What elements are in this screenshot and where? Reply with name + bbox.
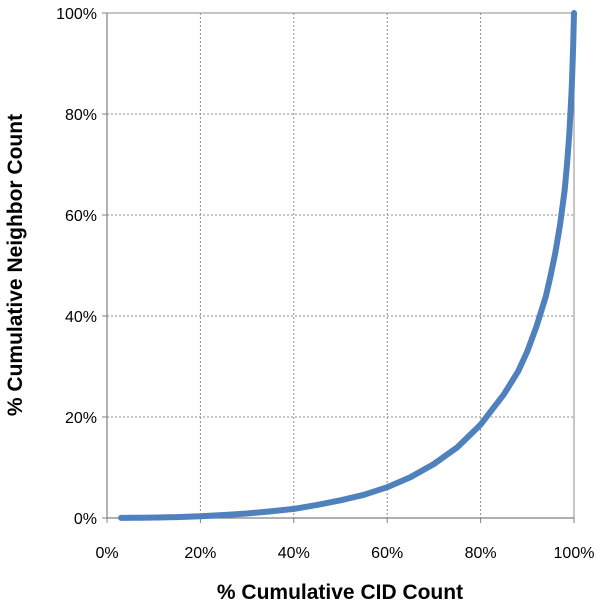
x-tick-label: 0% — [95, 545, 118, 562]
data-point — [552, 249, 559, 257]
plot-area — [107, 13, 574, 518]
series-curve — [117, 9, 578, 522]
x-tick-label: 40% — [278, 545, 310, 562]
x-tick-label: 60% — [371, 545, 403, 562]
data-point — [244, 510, 251, 517]
data-point — [569, 45, 577, 52]
data-point — [290, 505, 297, 513]
data-point — [407, 473, 414, 481]
data-point — [500, 391, 508, 398]
data-point — [220, 511, 227, 519]
y-axis-title: % Cumulative Neighbor Count — [4, 114, 27, 416]
data-point — [477, 421, 484, 428]
data-point — [542, 292, 550, 299]
data-point — [314, 501, 321, 509]
x-tick-label: 100% — [554, 545, 595, 562]
x-tick-label: 80% — [465, 545, 497, 562]
data-point — [430, 460, 438, 468]
y-tick-label: 80% — [65, 107, 97, 124]
y-tick-labels: 0% 20% 40% 60% 80% 100% — [56, 6, 97, 528]
x-axis-title: % Cumulative CID Count — [217, 581, 463, 604]
x-tick-labels: 0% 20% 40% 60% 80% 100% — [95, 545, 594, 562]
y-tick-label: 40% — [65, 309, 97, 326]
y-tick-label: 0% — [74, 511, 97, 528]
y-tick-label: 100% — [56, 6, 97, 23]
data-point — [454, 444, 461, 451]
x-tick-label: 20% — [184, 545, 216, 562]
data-point — [337, 497, 344, 504]
y-tick-label: 20% — [65, 410, 97, 427]
y-tick-label: 60% — [65, 208, 97, 225]
grid — [107, 13, 574, 518]
data-point — [360, 491, 367, 498]
